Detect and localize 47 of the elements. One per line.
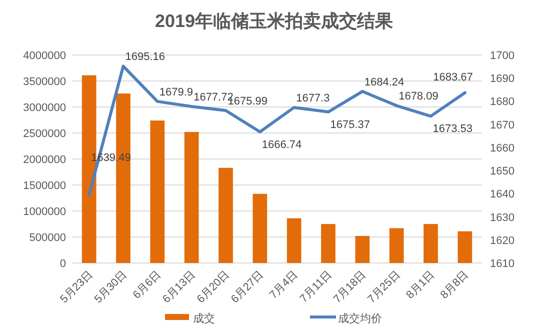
bar <box>150 120 165 263</box>
y2-tick-label: 1610 <box>490 258 514 270</box>
y2-tick-label: 1640 <box>490 188 514 201</box>
y-tick-label: 0 <box>60 258 66 270</box>
legend-label: 成交均价 <box>338 312 382 325</box>
data-label: 1673.53 <box>432 123 473 136</box>
data-label: 1675.37 <box>330 118 370 131</box>
x-tick-label: 6月27日 <box>229 268 266 306</box>
data-label: 1666.74 <box>262 138 302 151</box>
y2-tick-label: 1690 <box>490 73 514 86</box>
y2-tick-label: 1630 <box>490 212 514 224</box>
y-tick-label: 3500000 <box>23 76 66 88</box>
x-tick-label: 7月4日 <box>268 268 300 302</box>
y-tick-label: 1500000 <box>23 180 66 192</box>
data-label: 1678.09 <box>398 90 438 103</box>
data-label: 1684.24 <box>364 76 404 88</box>
bar <box>218 168 233 263</box>
data-label: 1683.67 <box>433 72 473 84</box>
y-tick-label: 1000000 <box>23 206 66 218</box>
bar <box>424 224 438 263</box>
bar <box>252 194 268 263</box>
data-label: 1695.16 <box>125 51 166 64</box>
y2-tick-label: 1620 <box>490 234 514 247</box>
y-tick-label: 3000000 <box>23 102 66 114</box>
y-tick-label: 2500000 <box>23 128 66 140</box>
y2-tick-label: 1660 <box>490 142 514 154</box>
x-tick-label: 8月8日 <box>438 268 472 302</box>
bar <box>458 231 472 263</box>
data-label: 1639.49 <box>91 152 131 164</box>
y-tick-label: 4000000 <box>23 50 66 62</box>
chart-title: 2019年临储玉米拍卖成交结果 <box>154 11 394 31</box>
bar <box>355 236 370 263</box>
y2-tick-label: 1700 <box>490 50 514 62</box>
y2-tick-label: 1670 <box>490 119 514 132</box>
legend-label: 成交 <box>193 312 215 325</box>
x-tick-label: 8月1日 <box>404 268 437 302</box>
y2-tick-label: 1650 <box>490 166 514 178</box>
bar <box>184 132 199 263</box>
y2-tick-label: 1680 <box>490 96 514 108</box>
data-label: 1679.9 <box>159 86 194 98</box>
y-tick-label: 2000000 <box>23 154 66 166</box>
data-label: 1677.3 <box>296 92 330 104</box>
bar <box>321 224 336 263</box>
bar <box>286 218 302 263</box>
bar <box>389 228 404 263</box>
x-tick-label: 7月11日 <box>298 268 334 306</box>
y-tick-label: 500000 <box>29 232 66 244</box>
